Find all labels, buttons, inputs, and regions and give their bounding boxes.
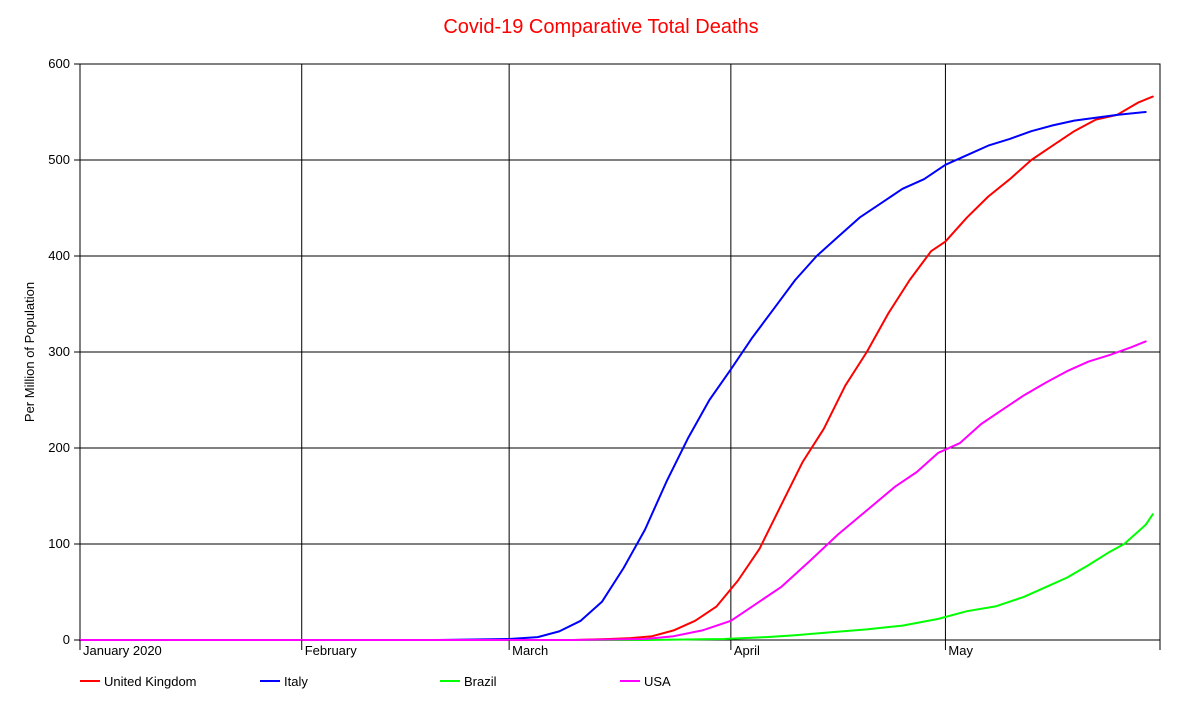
legend-item-usa: USA [620,674,671,689]
legend-label: Italy [284,674,308,689]
x-tick-label: April [734,643,760,658]
y-axis-ticks: 0 100 200 300 400 500 600 [48,56,80,647]
plot-area [79,63,1161,641]
chart-title: Covid-19 Comparative Total Deaths [443,16,758,38]
x-tick-label: March [512,643,548,658]
legend-label: United Kingdom [104,674,197,689]
legend-item-italy: Italy [260,674,308,689]
y-tick-label: 500 [48,152,70,167]
legend: United Kingdom Italy Brazil USA [80,674,671,689]
x-tick-label: January 2020 [83,643,162,658]
y-tick-label: 400 [48,248,70,263]
grid-layer [79,63,1160,641]
series-line-united-kingdom [79,95,1154,641]
legend-label: Brazil [464,674,497,689]
y-tick-label: 300 [48,344,70,359]
series-line-brazil [79,513,1154,641]
x-tick-label: May [948,643,973,658]
y-tick-label: 0 [63,632,70,647]
y-tick-label: 200 [48,440,70,455]
legend-label: USA [644,674,671,689]
x-axis-ticks: January 2020 February March April May [79,640,1161,658]
x-tick-label: February [305,643,358,658]
legend-item-united-kingdom: United Kingdom [80,674,197,689]
y-tick-label: 100 [48,536,70,551]
series-line-italy [79,111,1147,641]
legend-item-brazil: Brazil [440,674,497,689]
series-line-usa [79,340,1147,641]
y-axis-label: Per Million of Population [22,282,37,422]
y-tick-label: 600 [48,56,70,71]
series-layer [79,95,1154,641]
